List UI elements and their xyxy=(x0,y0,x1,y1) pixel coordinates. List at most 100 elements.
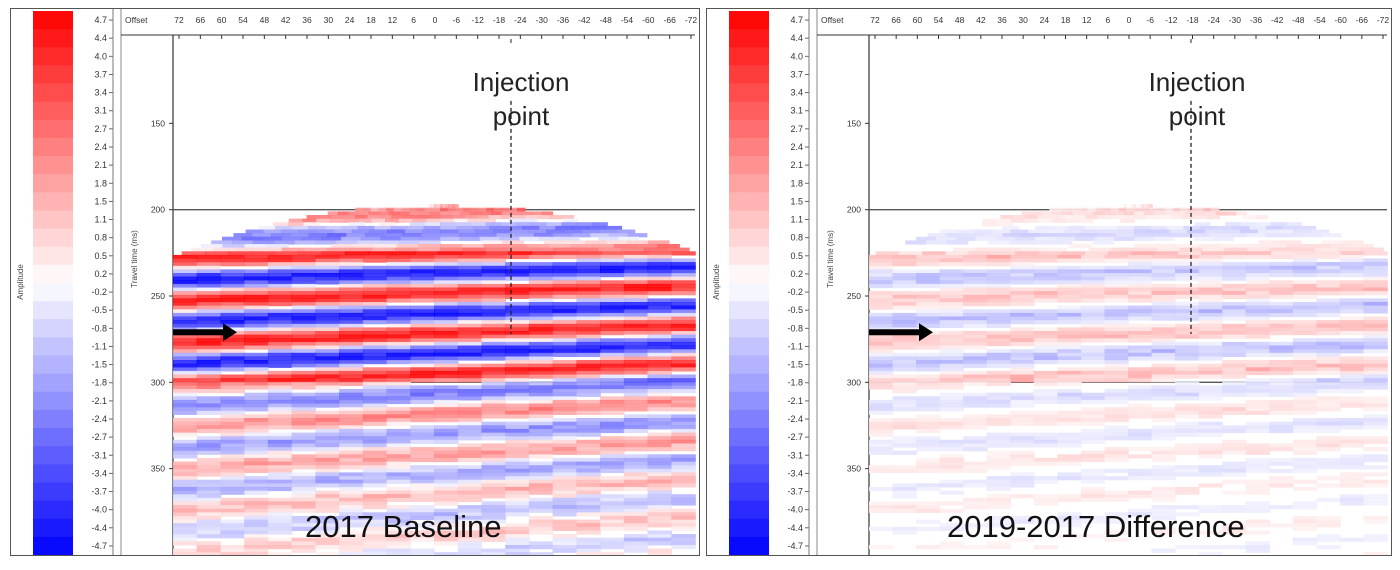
plot-axes: Travel time (ms)Offset 72 66 60 54 48 42 36 30 24… xyxy=(816,9,1390,555)
colorbar-tick-label: 2.1 xyxy=(94,160,107,170)
colorbar-swatch xyxy=(729,228,769,248)
x-tick-label: -12 xyxy=(472,15,485,25)
x-tick-label: -30 xyxy=(536,15,549,25)
y-axis-label: Travel time (ms) xyxy=(826,230,835,288)
colorbar-swatch xyxy=(729,409,769,429)
colorbar-swatch xyxy=(33,355,73,375)
colorbar-tick-label: -3.4 xyxy=(91,468,107,478)
colorbar-swatch xyxy=(33,65,73,85)
colorbar-tick-label: -3.7 xyxy=(91,487,107,497)
colorbar-tick-label: -0.5 xyxy=(91,305,107,315)
colorbar-swatch xyxy=(33,301,73,320)
x-tick-label: -6 xyxy=(453,15,461,25)
x-tick-label: -18 xyxy=(493,15,506,25)
x-tick-label: -24 xyxy=(514,15,527,25)
x-tick-label: 54 xyxy=(238,15,248,25)
colorbar-tick-label: 2.7 xyxy=(94,124,107,134)
x-tick-label: -42 xyxy=(578,15,591,25)
colorbar-swatch xyxy=(729,264,769,284)
arrow-icon xyxy=(173,323,237,342)
colorbar-swatch xyxy=(729,518,769,538)
colorbar-tick-label: 0.2 xyxy=(790,269,803,279)
colorbar-swatch xyxy=(33,464,73,484)
seismic-plot-difference: 4.7 4.4 4.0 3.7 3.4 3.1 2.7 2.4 2.1 1.8 1.5 1.1 0.8 0… xyxy=(709,9,1390,555)
x-tick-label: -72 xyxy=(685,15,698,25)
x-tick-label: 66 xyxy=(891,15,901,25)
colorbar-tick-label: -3.4 xyxy=(787,468,803,478)
colorbar-tick-label: -4.4 xyxy=(787,523,803,533)
x-tick-label: -36 xyxy=(557,15,570,25)
colorbar-tick-label: 1.1 xyxy=(790,215,803,225)
colorbar-swatch xyxy=(729,446,769,465)
x-tick-label: 54 xyxy=(934,15,944,25)
colorbar-swatch xyxy=(33,29,73,48)
colorbar-swatch xyxy=(33,246,73,266)
colorbar-tick-label: 4.0 xyxy=(790,51,803,61)
colorbar-swatch xyxy=(33,391,73,411)
colorbar-tick-label: 4.7 xyxy=(94,15,107,25)
colorbar-tick-label: 4.4 xyxy=(790,33,803,43)
x-tick-label: -72 xyxy=(1377,15,1390,25)
panel-baseline: 4.7 4.4 4.0 3.7 3.4 3.1 2.7 2.4 2.1 1.8 1.5 1.1 0.8 0… xyxy=(10,8,700,556)
x-tick-label: 6 xyxy=(1105,15,1110,25)
colorbar-tick-label: -1.1 xyxy=(91,341,107,351)
x-tick-label: -42 xyxy=(1271,15,1284,25)
colorbar-tick-label: 4.0 xyxy=(94,51,107,61)
colorbar-swatch xyxy=(729,119,769,139)
colorbar-swatch xyxy=(729,246,769,266)
seismic-amplitude-field xyxy=(173,204,696,555)
colorbar-tick-label: -1.5 xyxy=(91,360,107,370)
colorbar-tick-label: 3.7 xyxy=(790,69,803,79)
colorbar-swatch xyxy=(33,536,73,555)
x-tick-label: 30 xyxy=(324,15,334,25)
colorbar-tick-label: 2.1 xyxy=(790,160,803,170)
colorbar-swatch xyxy=(33,210,73,230)
y-tick-label: 300 xyxy=(847,377,861,387)
injection-label-line2: point xyxy=(492,101,550,131)
colorbar-title: Amplitude xyxy=(712,264,721,300)
colorbar-tick-label: 4.4 xyxy=(94,33,107,43)
colorbar-title: Amplitude xyxy=(16,264,25,300)
x-tick-label: 36 xyxy=(997,15,1007,25)
colorbar-tick-label: 0.5 xyxy=(790,251,803,261)
colorbar-swatch xyxy=(33,47,73,66)
x-tick-label: 6 xyxy=(411,15,416,25)
x-tick-label: -60 xyxy=(642,15,655,25)
colorbar-tick-label: 2.4 xyxy=(94,142,107,152)
y-tick-label: 250 xyxy=(847,291,861,301)
colorbar-swatch xyxy=(729,137,769,157)
colorbar-tick-label: 0.8 xyxy=(790,233,803,243)
colorbar-swatch xyxy=(33,119,73,139)
x-tick-label: -66 xyxy=(1356,15,1369,25)
colorbar-tick-label: -0.2 xyxy=(91,287,107,297)
colorbar-tick-label: 0.8 xyxy=(94,233,107,243)
colorbar-swatch xyxy=(729,283,769,302)
colorbar-swatch xyxy=(33,319,73,338)
x-tick-label: 24 xyxy=(345,15,355,25)
colorbar-tick-label: 1.1 xyxy=(94,215,107,225)
colorbar-swatch xyxy=(33,482,73,502)
colorbar-swatch xyxy=(729,337,769,357)
x-tick-label: 12 xyxy=(1082,15,1092,25)
colorbar-tick-label: 0.5 xyxy=(94,251,107,261)
injection-point-label: Injection point xyxy=(1132,65,1262,133)
colorbar-swatch xyxy=(33,83,73,103)
x-tick-label: 42 xyxy=(281,15,291,25)
colorbar-tick-label: 3.1 xyxy=(94,106,107,116)
x-axis-header: Offset xyxy=(821,15,844,25)
x-tick-label: 30 xyxy=(1018,15,1028,25)
x-tick-label: 72 xyxy=(174,15,184,25)
colorbar-tick-label: -2.7 xyxy=(91,432,107,442)
colorbar-swatch xyxy=(33,264,73,284)
colorbar-tick-label: -0.2 xyxy=(787,287,803,297)
colorbar-swatch xyxy=(33,156,73,175)
colorbar-tick-label: 2.4 xyxy=(790,142,803,152)
colorbar-swatch xyxy=(729,301,769,320)
x-tick-label: -60 xyxy=(1335,15,1348,25)
y-tick-label: 200 xyxy=(151,205,165,215)
colorbar-swatch xyxy=(729,47,769,66)
panel-difference: 4.7 4.4 4.0 3.7 3.4 3.1 2.7 2.4 2.1 1.8 1.5 1.1 0.8 0… xyxy=(706,8,1392,556)
colorbar-tick-label: 1.5 xyxy=(94,196,107,206)
colorbar-tick-label: -4.7 xyxy=(787,541,803,551)
y-tick-label: 150 xyxy=(151,118,165,128)
